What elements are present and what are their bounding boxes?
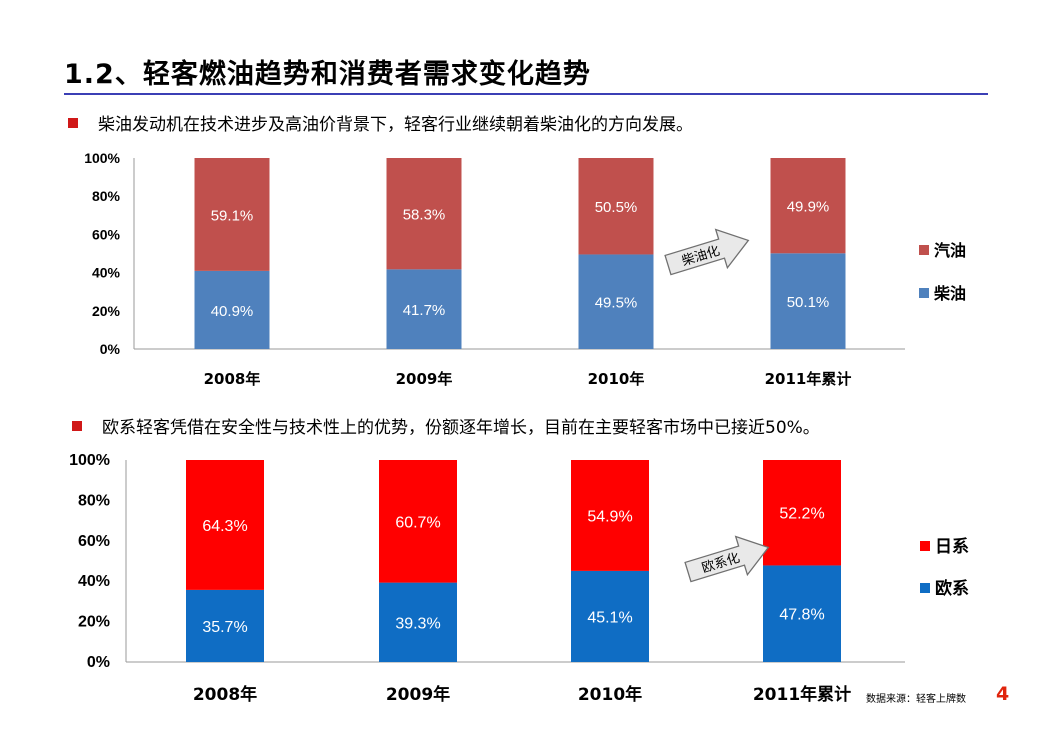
y-tick-label: 20% [78,614,110,631]
bullet-european-share: 欧系轻客凭借在安全性与技术性上的优势，份额逐年增长，目前在主要轻客市场中已接近5… [72,413,820,438]
y-tick-label: 80% [92,188,121,204]
x-category-label: 2008年 [193,684,257,705]
data-label: 40.9% [211,303,254,320]
legend-swatch [920,583,930,593]
legend-swatch [919,288,929,298]
arrow-shape [664,228,750,276]
x-category-label: 2011年累计 [765,370,852,388]
bar-segment [186,460,264,590]
bar-segment [770,253,846,349]
bar-segment [379,460,457,583]
bullet-square-icon [68,117,78,128]
bar-segment [578,158,654,255]
x-category-label: 2009年 [396,370,453,388]
bar-segment [386,269,462,349]
page-number: 4 [996,683,1010,705]
data-label: 35.7% [202,619,247,636]
y-tick-label: 0% [100,341,121,357]
bar-segment [194,270,270,349]
trend-arrow: 柴油化 [664,228,750,276]
y-tick-label: 60% [78,533,110,550]
bullet-text: 柴油发动机在技术进步及高油价背景下，轻客行业继续朝着柴油化的方向发展。 [98,115,693,135]
data-label: 50.1% [787,294,830,311]
data-label: 47.8% [779,607,824,624]
bar-segment [186,589,264,662]
legend-label: 汽油 [934,241,966,260]
data-label: 59.1% [211,207,254,224]
data-label: 58.3% [403,207,446,224]
y-tick-label: 20% [92,303,121,319]
bar-segment [763,460,841,566]
trend-arrow: 欧系化 [684,535,770,583]
y-tick-label: 80% [78,492,110,509]
y-tick-label: 100% [69,452,110,469]
data-label: 54.9% [587,508,632,525]
data-label: 60.7% [395,514,440,531]
x-category-label: 2011年累计 [753,684,851,705]
data-label: 49.9% [787,199,830,216]
data-label: 41.7% [403,302,446,319]
page-title: 1.2、轻客燃油趋势和消费者需求变化趋势 [64,59,591,90]
bullet-square-icon [72,420,82,431]
y-tick-label: 40% [92,265,121,281]
bar-segment [578,254,654,349]
legend-label: 日系 [935,537,969,557]
x-category-label: 2010年 [588,370,645,388]
legend-label: 柴油 [933,284,966,303]
arrow-shape [684,535,770,583]
data-label: 64.3% [202,518,247,535]
bar-segment [763,565,841,662]
bullet-text: 欧系轻客凭借在安全性与技术性上的优势，份额逐年增长，目前在主要轻客市场中已接近5… [102,418,820,438]
y-tick-label: 100% [84,150,120,166]
bar-segment [571,460,649,571]
bar-segment [770,158,846,254]
bullet-diesel-trend: 柴油发动机在技术进步及高油价背景下，轻客行业继续朝着柴油化的方向发展。 [68,110,693,135]
data-label: 39.3% [395,615,440,632]
bar-segment [386,158,462,270]
x-category-label: 2009年 [386,684,450,705]
legend-swatch [919,245,929,255]
y-tick-label: 60% [92,226,121,242]
title-divider [64,93,988,95]
bar-segment [571,570,649,662]
x-category-label: 2008年 [204,370,261,388]
legend-swatch [920,541,930,551]
data-source-note: 数据来源：轻客上牌数 [866,694,966,705]
data-label: 50.5% [595,199,638,216]
x-category-label: 2010年 [578,684,642,705]
data-label: 49.5% [595,295,638,312]
bar-segment [194,158,270,271]
data-label: 45.1% [587,609,632,626]
data-label: 52.2% [779,506,824,523]
y-tick-label: 0% [87,654,110,671]
legend-label: 欧系 [935,578,969,599]
y-tick-label: 40% [78,573,110,590]
bar-segment [379,582,457,662]
